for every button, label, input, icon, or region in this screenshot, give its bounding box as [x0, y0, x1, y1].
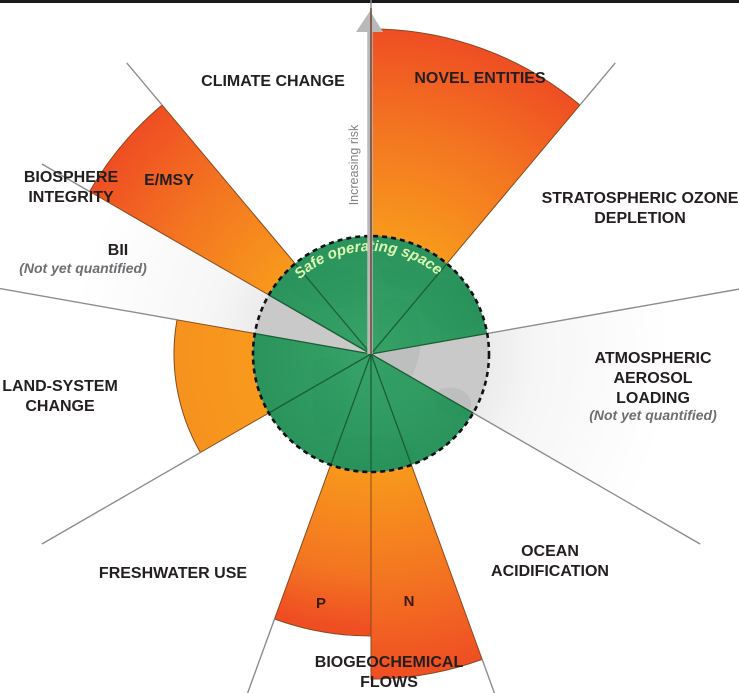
svg-text:AEROSOL: AEROSOL: [613, 370, 692, 387]
svg-text:FLOWS: FLOWS: [360, 674, 418, 691]
svg-text:LAND-SYSTEM: LAND-SYSTEM: [2, 378, 118, 395]
svg-text:E/MSY: E/MSY: [144, 172, 194, 189]
svg-text:FRESHWATER USE: FRESHWATER USE: [99, 565, 247, 582]
svg-text:INTEGRITY: INTEGRITY: [28, 189, 114, 206]
svg-text:BIOSPHERE: BIOSPHERE: [24, 169, 119, 186]
svg-text:CHANGE: CHANGE: [25, 398, 95, 415]
svg-text:BIOGEOCHEMICAL: BIOGEOCHEMICAL: [315, 654, 464, 671]
svg-text:LOADING: LOADING: [616, 390, 690, 407]
svg-text:STRATOSPHERIC OZONE: STRATOSPHERIC OZONE: [542, 190, 739, 207]
svg-text:(Not yet quantified): (Not yet quantified): [19, 260, 147, 276]
svg-text:Increasing risk: Increasing risk: [347, 124, 361, 205]
svg-text:OCEAN: OCEAN: [521, 543, 579, 560]
svg-text:ACIDIFICATION: ACIDIFICATION: [491, 563, 609, 580]
svg-text:NOVEL ENTITIES: NOVEL ENTITIES: [414, 70, 546, 87]
svg-text:BII: BII: [108, 242, 128, 259]
svg-text:ATMOSPHERIC: ATMOSPHERIC: [594, 350, 711, 367]
svg-text:(Not yet quantified): (Not yet quantified): [589, 407, 717, 423]
svg-text:P: P: [316, 595, 326, 612]
svg-text:N: N: [404, 593, 415, 610]
svg-text:CLIMATE CHANGE: CLIMATE CHANGE: [201, 73, 345, 90]
svg-text:DEPLETION: DEPLETION: [594, 210, 686, 227]
